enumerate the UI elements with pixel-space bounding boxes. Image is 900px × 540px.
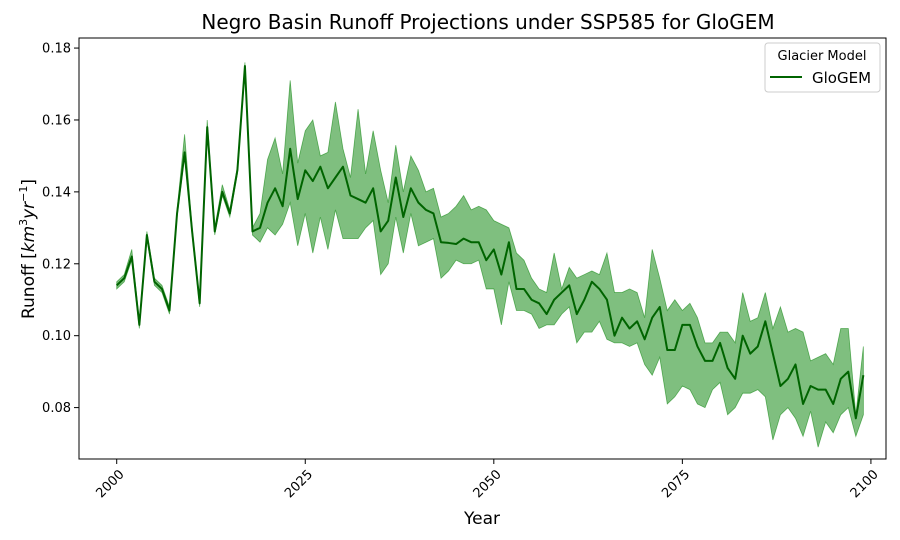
x-tick-label: 2050 bbox=[471, 467, 505, 501]
x-tick-label: 2100 bbox=[848, 467, 882, 501]
legend-title: Glacier Model bbox=[778, 49, 867, 64]
y-axis: 0.08 0.10 0.12 0.14 0.16 0.18 bbox=[42, 42, 79, 416]
plot-frame bbox=[78, 37, 887, 460]
x-tick-label: 2075 bbox=[659, 467, 693, 501]
legend-label-glogem: GloGEM bbox=[812, 69, 871, 87]
x-tick-label: 2025 bbox=[282, 467, 316, 501]
y-tick-label: 0.18 bbox=[42, 42, 71, 57]
legend-box bbox=[764, 42, 881, 93]
chart-title: Negro Basin Runoff Projections under SSP… bbox=[201, 10, 774, 34]
plot-area bbox=[78, 37, 887, 460]
y-tick-label: 0.10 bbox=[42, 329, 71, 344]
x-axis-title: Year bbox=[463, 509, 500, 529]
legend: Glacier Model GloGEM bbox=[764, 42, 881, 93]
y-tick-label: 0.12 bbox=[42, 257, 71, 272]
x-axis: 2000 2025 2050 2075 2100 bbox=[94, 459, 882, 501]
series-line-glogem bbox=[116, 65, 865, 420]
x-tick-label: 2000 bbox=[94, 467, 128, 501]
y-tick-label: 0.14 bbox=[42, 185, 71, 200]
y-axis-title: Runoff [km3yr−1] bbox=[17, 179, 39, 319]
y-tick-label: 0.08 bbox=[42, 401, 71, 416]
y-tick-label: 0.16 bbox=[42, 113, 71, 128]
